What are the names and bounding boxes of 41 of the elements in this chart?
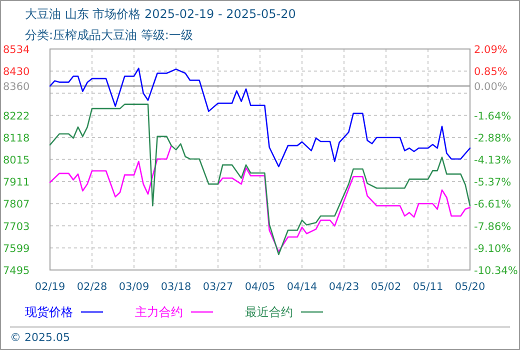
y-tick-label: 8534: [3, 44, 30, 56]
legend-label: 最近合约: [245, 305, 293, 319]
x-tick-label: 05/02: [370, 281, 402, 293]
y-tick-label: 7911: [3, 176, 30, 189]
x-tick-label: 02/19: [34, 281, 66, 293]
y2-tick-label: 2.09%: [474, 44, 508, 56]
y2-tick-label: -5.37%: [474, 176, 512, 189]
y2-tick-label: -4.13%: [474, 154, 512, 167]
y2-tick-label: -6.61%: [474, 198, 512, 211]
line-series: [49, 68, 471, 168]
y2-tick-label: -2.88%: [474, 132, 512, 144]
x-tick-label: 02/28: [76, 281, 108, 293]
y-tick-label: 7599: [3, 242, 30, 255]
chart-title: 大豆油 山东 市场价格 2025-02-19 - 2025-05-20: [25, 7, 296, 21]
x-tick-label: 04/05: [244, 281, 276, 293]
y2-tick-label: 0.00%: [474, 81, 508, 94]
y2-tick-label: -1.64%: [474, 110, 512, 122]
x-tick-label: 03/27: [202, 281, 234, 293]
y2-tick-label: -7.86%: [474, 220, 512, 233]
x-tick-label: 04/23: [328, 281, 360, 293]
y-tick-label: 8015: [3, 154, 30, 166]
chart-subtitle: 分类:压榨成品大豆油 等级:一级: [25, 28, 193, 42]
text: © 2025.05: [10, 331, 70, 344]
y-tick-label: 7703: [3, 220, 30, 233]
y2-tick-label: -9.10%: [474, 242, 512, 255]
x-tick-label: 04/14: [286, 281, 318, 293]
y-tick-label: 7807: [3, 198, 30, 211]
legend-label: 现货价格: [25, 305, 73, 319]
x-tick-label: 05/20: [454, 281, 486, 293]
y-tick-label: 8360: [3, 81, 30, 94]
x-tick-label: 03/18: [160, 281, 192, 293]
y-tick-label: 7495: [3, 265, 30, 277]
legend-label: 主力合约: [135, 305, 183, 319]
y2-tick-label: 0.85%: [474, 66, 508, 78]
y-tick-label: 8222: [3, 110, 30, 122]
y2-tick-label: -10.34%: [474, 265, 518, 277]
x-tick-label: 03/09: [118, 281, 150, 293]
y-tick-label: 8430: [3, 66, 30, 78]
y-tick-label: 8118: [3, 132, 30, 144]
line-series: [49, 104, 471, 256]
x-tick-label: 05/11: [412, 281, 444, 293]
